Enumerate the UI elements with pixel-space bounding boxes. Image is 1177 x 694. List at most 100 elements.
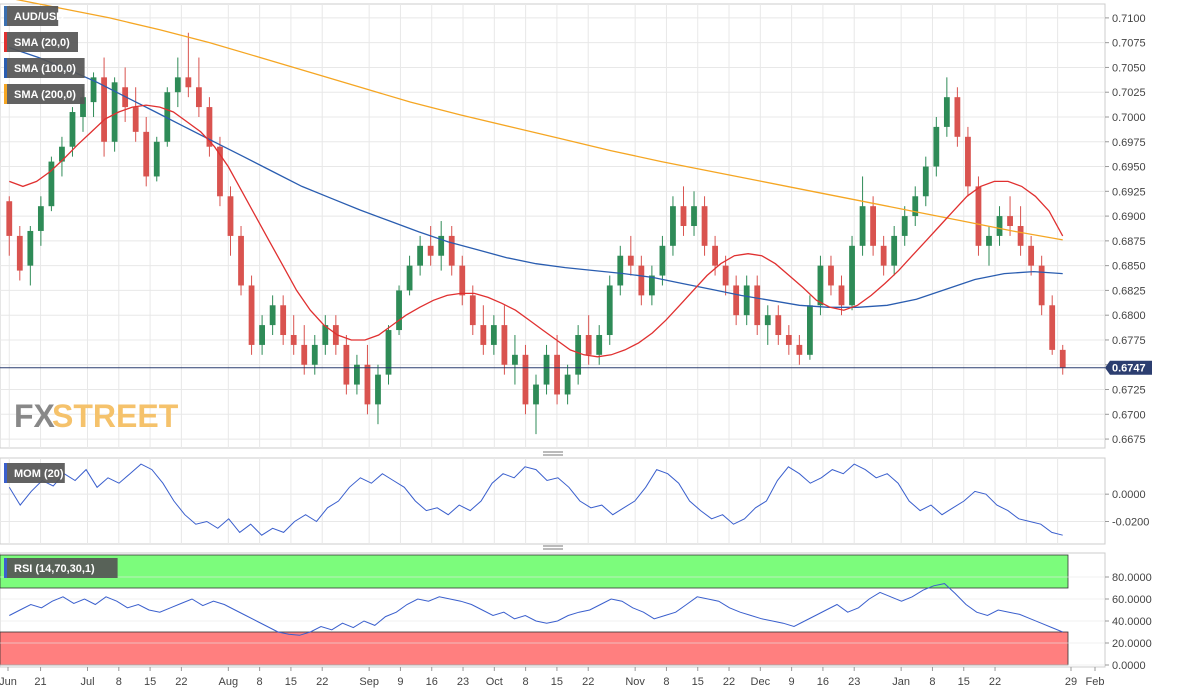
- candle-body: [680, 206, 687, 226]
- y-tick-label: 0.7100: [1112, 13, 1146, 25]
- candle-body: [290, 335, 297, 345]
- momentum-legend: MOM (20): [4, 463, 65, 483]
- x-tick-label: 22: [989, 676, 1001, 688]
- candle-body: [512, 354, 518, 365]
- candle-body: [849, 245, 855, 306]
- candle-body: [438, 235, 445, 256]
- x-tick-label: 9: [397, 676, 403, 688]
- x-tick-label: 15: [551, 676, 563, 688]
- candle-body: [69, 112, 76, 147]
- candle-body: [1007, 216, 1013, 226]
- candle-body: [859, 206, 866, 246]
- legend-swatch: [4, 32, 7, 52]
- rsi-legend: RSI (14,70,30,1): [4, 558, 118, 578]
- candle-body: [1017, 226, 1024, 246]
- candle-body: [838, 285, 845, 306]
- candle-body: [322, 325, 329, 345]
- x-tick-label: 23: [457, 676, 469, 688]
- pane-resize-handle-1[interactable]: [543, 451, 563, 456]
- candle-body: [912, 196, 919, 217]
- candle-body: [417, 245, 424, 266]
- y-tick-label: 40.0000: [1112, 616, 1152, 628]
- x-tick-label: 8: [523, 676, 529, 688]
- candle-body: [343, 344, 350, 385]
- momentum-pane[interactable]: 0.0000 -0.0200 MOM (20): [0, 457, 1149, 545]
- candle-body: [638, 265, 645, 296]
- candle-body: [522, 354, 529, 405]
- pane-resize-handle-2[interactable]: [543, 545, 563, 550]
- candle-body: [153, 141, 160, 177]
- momentum-y-axis: 0.0000 -0.0200: [1105, 489, 1149, 529]
- candle-body: [37, 206, 44, 231]
- candle-body: [722, 265, 729, 286]
- candle-body: [986, 235, 992, 246]
- y-tick-label: -0.0200: [1112, 517, 1149, 529]
- x-tick-label: Oct: [486, 676, 503, 688]
- x-tick-label: 23: [848, 676, 860, 688]
- y-tick-label: 0.6850: [1112, 261, 1146, 273]
- candle-body: [90, 77, 97, 103]
- candle-body: [206, 107, 213, 147]
- candle-body: [332, 325, 339, 345]
- rsi-pane[interactable]: 80.0000 60.0000 40.0000 20.0000 0.0000 RSI (…: [0, 552, 1152, 672]
- candle-body: [427, 245, 434, 256]
- legend-box: [4, 84, 85, 104]
- y-tick-label: 0.6675: [1112, 434, 1146, 446]
- last-price-tag: 0.6747: [1105, 360, 1152, 375]
- candle-body: [311, 344, 318, 365]
- rsi-line: [9, 583, 1063, 636]
- x-tick-label: Jun: [0, 676, 17, 688]
- x-tick-label: 22: [723, 676, 735, 688]
- legend-label: RSI (14,70,30,1): [14, 563, 95, 575]
- x-tick-label: 8: [116, 676, 122, 688]
- y-tick-label: 0.6800: [1112, 310, 1146, 322]
- candle-body: [6, 201, 13, 236]
- candle-body: [648, 275, 655, 296]
- candle-body: [733, 285, 740, 316]
- date-x-axis: Jun 21 Jul 8 15 22 Aug 8 15 22 Sep 9 16 23 Oct 8 15 22 Nov…: [0, 667, 1104, 688]
- legend-label: MOM (20): [14, 468, 64, 480]
- legend-box: [4, 6, 59, 26]
- candle-body: [870, 206, 877, 246]
- candle-body: [596, 335, 603, 355]
- candle-body: [975, 186, 982, 246]
- candle-body: [27, 230, 34, 266]
- y-tick-label: 0.7000: [1112, 112, 1146, 124]
- candle-body: [259, 325, 265, 345]
- sma-20-line: [9, 104, 1064, 358]
- legend-swatch: [4, 84, 7, 104]
- candle-body: [480, 325, 487, 345]
- x-tick-label: Aug: [219, 676, 239, 688]
- candle-body: [901, 216, 908, 236]
- candle-body: [185, 77, 192, 88]
- x-tick-label: 16: [426, 676, 438, 688]
- candle-body: [943, 97, 950, 127]
- candle-body: [59, 146, 65, 162]
- candle-body: [459, 265, 466, 296]
- legend-label: SMA (200,0): [14, 89, 76, 101]
- x-tick-label: 15: [285, 676, 297, 688]
- legend-swatch: [4, 6, 7, 26]
- y-tick-label: 0.0000: [1112, 660, 1146, 672]
- x-tick-label: 8: [663, 676, 669, 688]
- candle-body: [406, 265, 413, 291]
- candlesticks: [6, 32, 1066, 435]
- price-legend: AUD/USD SMA (20,0) SMA (100,0) SMA (200,0): [4, 6, 85, 104]
- x-tick-label: 15: [144, 676, 156, 688]
- candle-body: [670, 206, 676, 246]
- y-tick-label: 0.6725: [1112, 385, 1146, 397]
- x-tick-label: 8: [257, 676, 263, 688]
- candle-body: [364, 364, 371, 405]
- candle-body: [448, 235, 455, 266]
- rsi-grid: [0, 576, 1105, 666]
- candle-body: [248, 285, 255, 345]
- price-pane[interactable]: FX STREET 0.7100 0.7075 0.7050 0.7025 0.7000…: [0, 0, 1152, 449]
- candle-body: [1028, 245, 1035, 266]
- candle-body: [269, 305, 276, 326]
- rsi-y-axis: 80.0000 60.0000 40.0000 20.0000 0.0000: [1105, 572, 1152, 672]
- x-tick-label: 15: [958, 676, 970, 688]
- y-tick-label: 0.0000: [1112, 489, 1146, 501]
- candle-body: [1059, 349, 1066, 368]
- candle-body: [996, 216, 1003, 236]
- candle-body: [385, 330, 392, 375]
